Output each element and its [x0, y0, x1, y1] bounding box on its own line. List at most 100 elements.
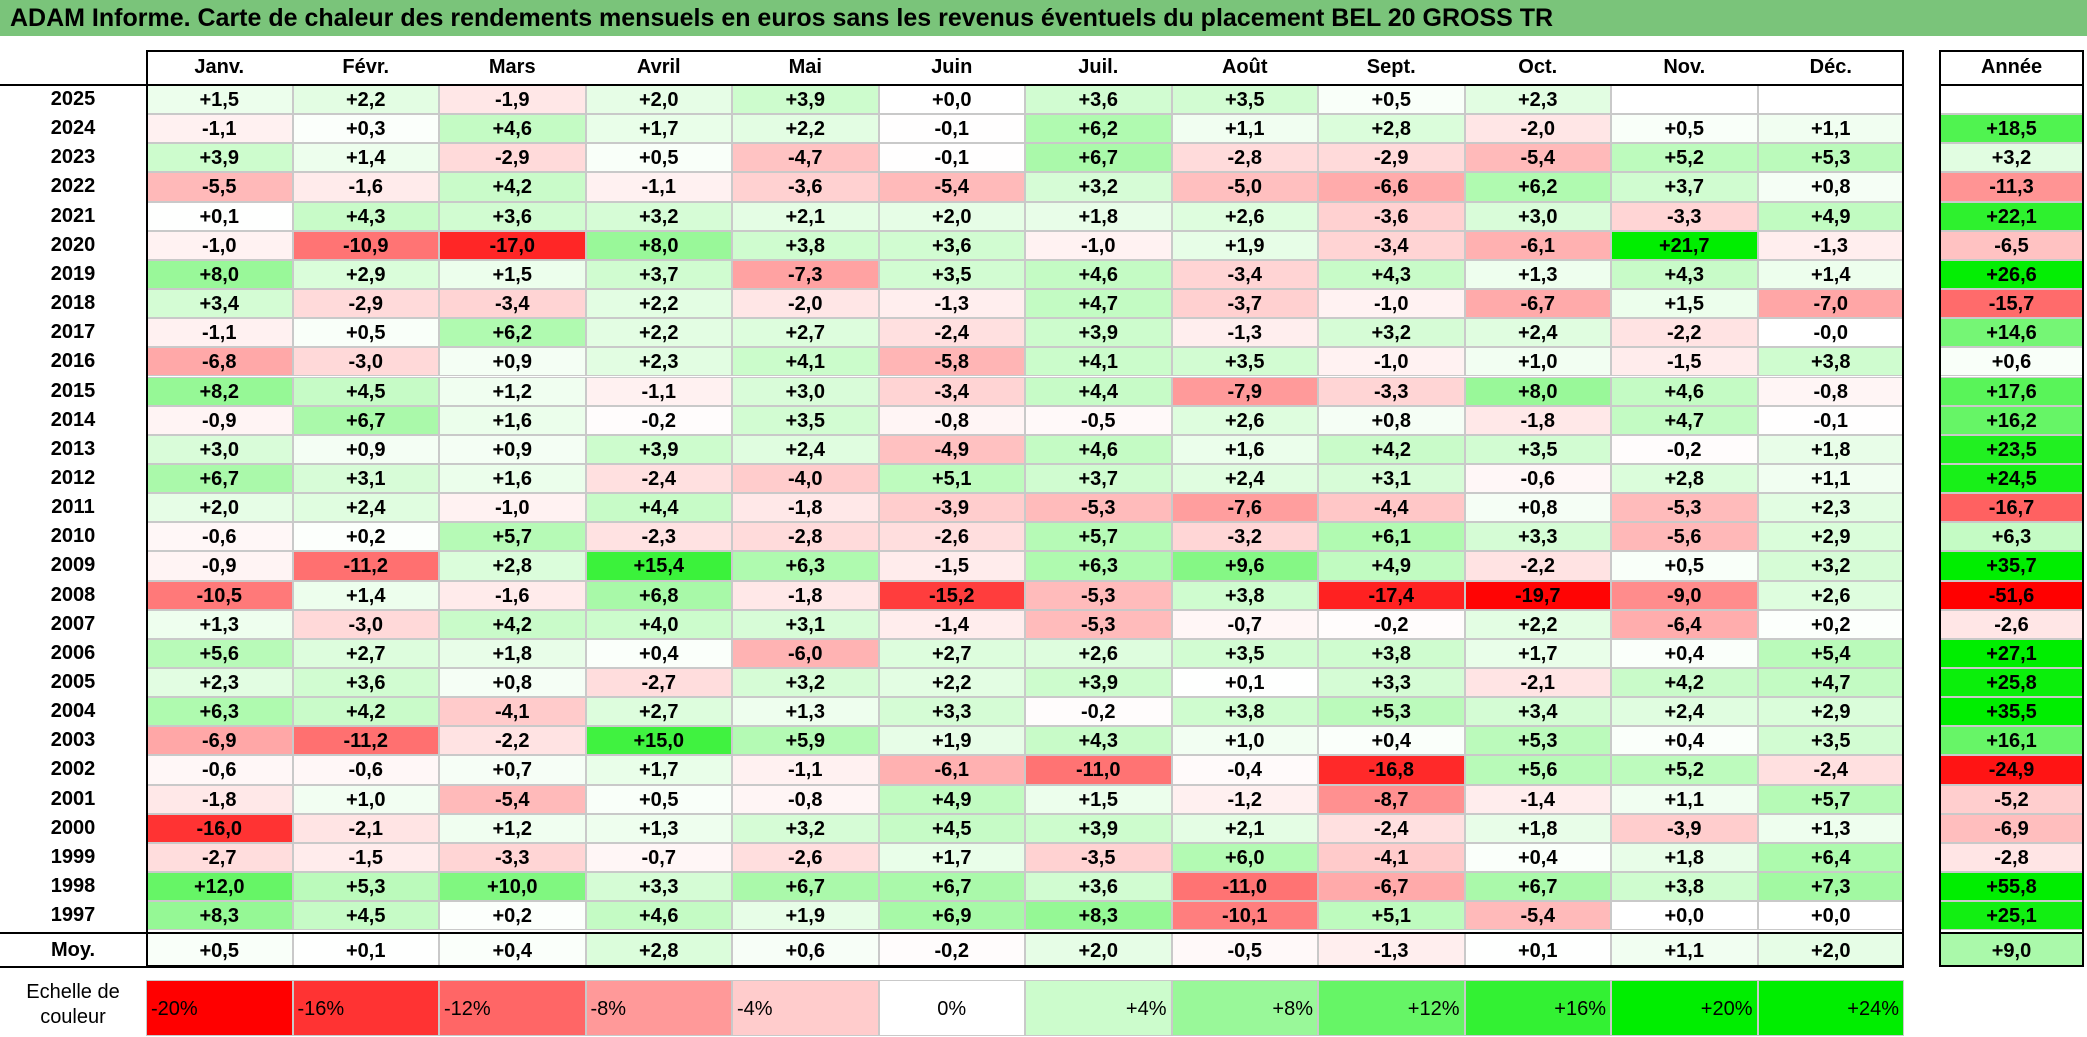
heatmap-cell: -2,6: [732, 842, 879, 873]
heatmap-cell: -17,0: [439, 230, 586, 260]
heatmap-cell: -1,0: [1025, 230, 1172, 260]
heatmap-cell: +1,8: [439, 638, 586, 668]
heatmap-cell: -2,9: [1318, 143, 1465, 173]
heatmap-cell: +1,5: [146, 85, 293, 115]
heatmap-cell: +0,0: [1611, 901, 1758, 931]
heatmap-cell: -6,7: [1464, 289, 1611, 319]
heatmap-cell: -0,2: [1318, 609, 1465, 639]
heatmap-cell: -2,1: [292, 813, 439, 843]
heatmap-cell: -1,0: [1318, 289, 1465, 319]
average-cell: +0,1: [292, 933, 439, 967]
annual-cell: -2,6: [1939, 609, 2084, 639]
heatmap-cell: -19,7: [1464, 580, 1611, 610]
heatmap-cell: +3,8: [732, 230, 879, 260]
heatmap-cell: +1,7: [878, 842, 1025, 873]
heatmap-cell: +6,7: [292, 405, 439, 435]
heatmap-cell: +0,8: [1318, 405, 1465, 435]
year-average-divider: [1939, 932, 2084, 934]
heatmap-cell: +1,9: [732, 901, 879, 931]
heatmap-cell: +7,3: [1757, 872, 1904, 902]
heatmap-cell: +5,2: [1611, 143, 1758, 173]
month-header: Oct.: [1518, 56, 1558, 78]
year-label: 1997: [50, 904, 96, 927]
heatmap-cell: -1,5: [1611, 347, 1758, 377]
annual-cell: -2,8: [1939, 842, 2084, 873]
heatmap-cell: +0,2: [1757, 609, 1904, 639]
heatmap-cell: -5,3: [1025, 493, 1172, 523]
heatmap-cell: +2,4: [292, 493, 439, 523]
heatmap-cell: -6,1: [878, 755, 1025, 785]
heatmap-cell: +6,1: [1318, 522, 1465, 552]
heatmap-cell: +2,0: [146, 493, 293, 523]
heatmap-cell: +2,1: [732, 201, 879, 231]
year-label: 2017: [50, 321, 96, 344]
year-label: 2004: [50, 700, 96, 723]
heatmap-cell: +3,5: [1464, 434, 1611, 464]
legend-swatch: +16%: [1464, 980, 1611, 1036]
heatmap-cell: +4,2: [1611, 668, 1758, 698]
annual-cell: -6,9: [1939, 813, 2084, 843]
heatmap-cell: +3,9: [585, 434, 732, 464]
heatmap-cell: +5,3: [292, 872, 439, 902]
annual-cell: +0,6: [1939, 347, 2084, 377]
heatmap-cell: -3,5: [1025, 842, 1172, 873]
heatmap-cell: +5,1: [878, 463, 1025, 494]
heatmap-cell: +8,3: [1025, 901, 1172, 931]
heatmap-cell: +1,0: [1171, 726, 1318, 756]
heatmap-cell: -0,1: [878, 143, 1025, 173]
heatmap-cell: +3,9: [146, 143, 293, 173]
heatmap-cell: -4,1: [1318, 842, 1465, 873]
annual-cell: +27,1: [1939, 638, 2084, 668]
heatmap-cell: +3,0: [732, 376, 879, 406]
heatmap-cell: -6,9: [146, 726, 293, 756]
month-header: Nov.: [1663, 56, 1706, 78]
heatmap-cell: +2,9: [1757, 697, 1904, 727]
heatmap-cell: -0,1: [878, 114, 1025, 144]
heatmap-cell: +2,7: [292, 638, 439, 668]
heatmap-cell: -11,2: [292, 726, 439, 756]
heatmap-cell: +1,1: [1757, 114, 1904, 144]
heatmap-cell: +2,6: [1171, 201, 1318, 231]
heatmap-cell: -2,4: [1757, 755, 1904, 785]
heatmap-cell: +3,8: [1171, 580, 1318, 610]
legend-swatch: +20%: [1611, 980, 1758, 1036]
heatmap-cell: -7,9: [1171, 376, 1318, 406]
average-cell: +1,1: [1611, 933, 1758, 967]
heatmap-cell: +2,8: [1318, 114, 1465, 144]
heatmap-cell: -3,4: [1171, 259, 1318, 290]
month-header: Févr.: [342, 56, 390, 78]
heatmap-cell: +1,8: [1611, 842, 1758, 873]
heatmap-cell: +0,5: [1611, 114, 1758, 144]
heatmap-cell: +2,8: [439, 551, 586, 581]
heatmap-cell: +2,2: [878, 668, 1025, 698]
heatmap-cell: +2,3: [146, 668, 293, 698]
heatmap-cell: -0,5: [1025, 405, 1172, 435]
heatmap-cell: +9,6: [1171, 551, 1318, 581]
heatmap-cell: +0,1: [146, 201, 293, 231]
heatmap-cell: -1,3: [1171, 318, 1318, 348]
heatmap-cell: +3,3: [1318, 668, 1465, 698]
heatmap-cell: +10,0: [439, 872, 586, 902]
heatmap-cell: -4,0: [732, 463, 879, 494]
heatmap-cell: +0,9: [439, 434, 586, 464]
heatmap-cell: +2,0: [585, 85, 732, 115]
heatmap-cell: -2,0: [1464, 114, 1611, 144]
heatmap-cell: +4,5: [878, 813, 1025, 843]
heatmap-cell: +0,5: [292, 318, 439, 348]
heatmap-cell: +1,7: [585, 114, 732, 144]
month-header: Juil.: [1078, 56, 1119, 78]
heatmap-cell: +0,4: [1464, 842, 1611, 873]
heatmap-cell: -0,4: [1171, 755, 1318, 785]
legend-swatch: +24%: [1757, 980, 1904, 1036]
heatmap-cell: +3,6: [292, 668, 439, 698]
heatmap-cell: +4,6: [1025, 434, 1172, 464]
annual-cell: +25,8: [1939, 668, 2084, 698]
heatmap-cell: +3,4: [1464, 697, 1611, 727]
heatmap-cell: +8,0: [146, 259, 293, 290]
heatmap-cell: -1,9: [439, 85, 586, 115]
heatmap-cell: +4,4: [585, 493, 732, 523]
heatmap-cell: +4,7: [1611, 405, 1758, 435]
heatmap-cell: -7,3: [732, 259, 879, 290]
heatmap-cell: -1,3: [878, 289, 1025, 319]
